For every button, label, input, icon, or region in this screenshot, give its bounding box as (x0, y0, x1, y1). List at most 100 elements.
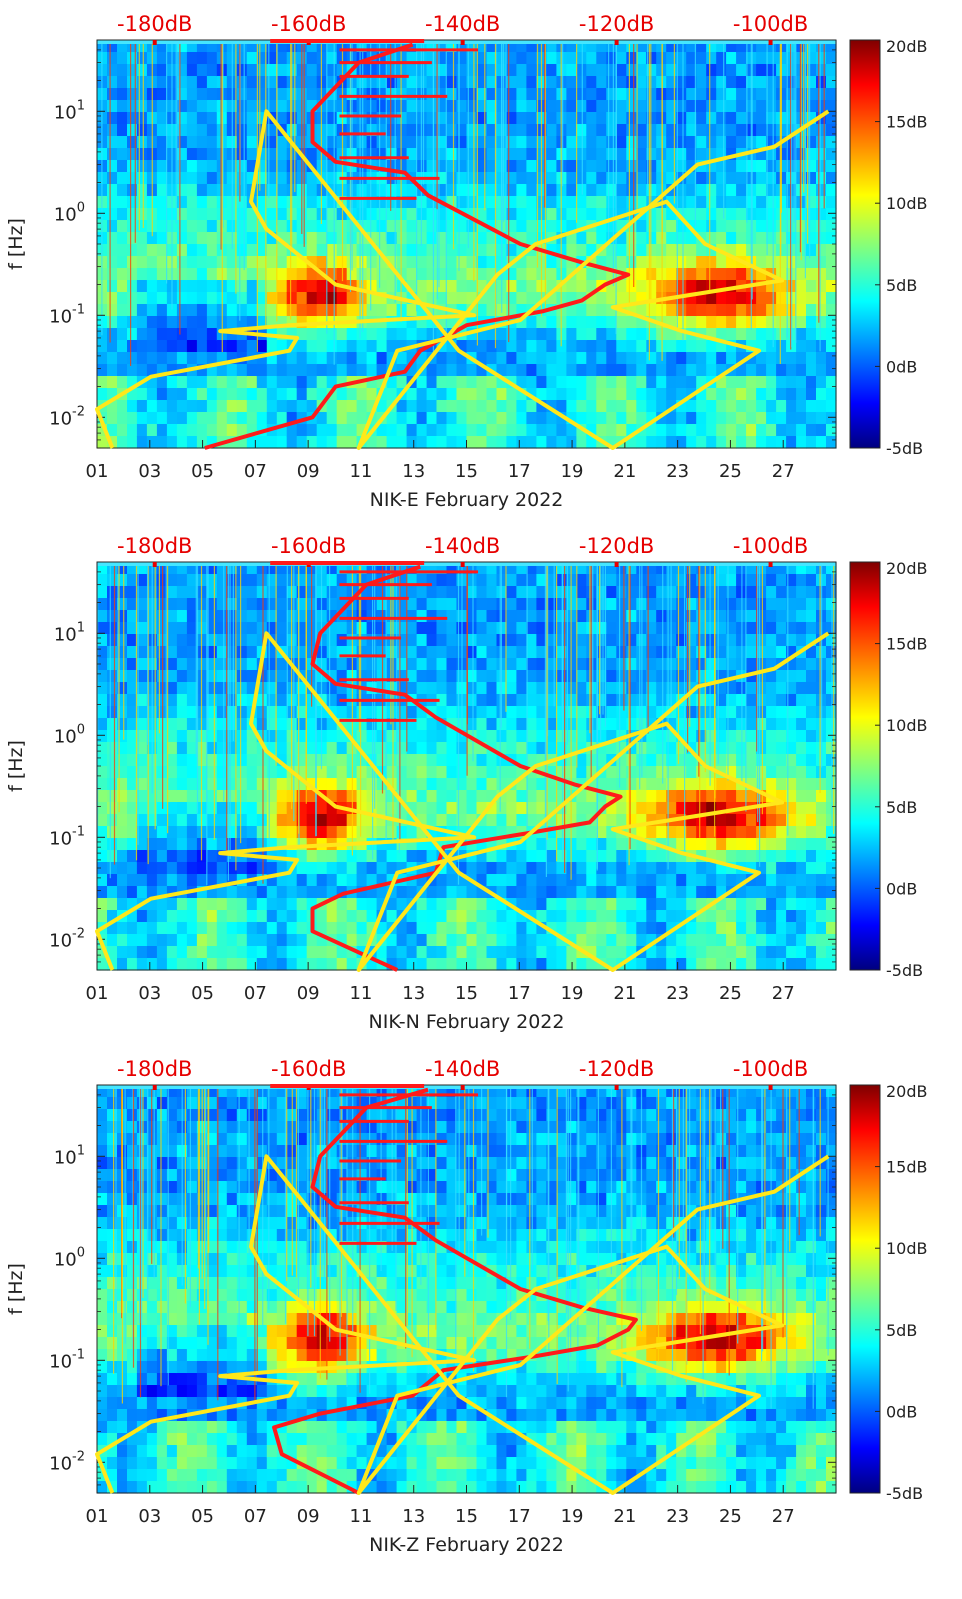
x-tick-label: 17 (508, 1506, 531, 1527)
spectrogram-image (97, 40, 837, 449)
x-tick-label: 07 (244, 461, 267, 482)
x-tick-label: 09 (297, 1506, 320, 1527)
x-axis: 01 03 05 07 09 11 13 15 17 19 21 23 25 27 (86, 1485, 795, 1527)
y-tick-label: 10-1 (49, 1347, 85, 1372)
y-tick-label: 10-2 (49, 404, 85, 429)
y-tick-label: 10-1 (49, 824, 85, 849)
panel-3: 10-2 10-1 100 101 f [Hz] 01 03 05 07 09 11 13 15 17 19… (5, 1057, 928, 1556)
colorbar-tick-label: 15dB (886, 635, 928, 654)
panel-2: 10-2 10-1 100 101 f [Hz] 01 03 05 07 09 11 13 15 17 19… (5, 534, 928, 1033)
top-db-tick-label: -120dB (579, 1057, 654, 1081)
y-tick-label: 10-1 (49, 302, 85, 327)
top-db-tick-label: -120dB (579, 12, 654, 36)
x-tick-label: 25 (719, 1506, 742, 1527)
x-tick-label: 05 (191, 1506, 214, 1527)
top-db-tick-label: -140dB (425, 1057, 500, 1081)
x-tick-label: 01 (86, 461, 109, 482)
x-axis: 01 03 05 07 09 11 13 15 17 19 21 23 25 27 (86, 962, 795, 1004)
top-db-tick-label: -160dB (271, 534, 346, 558)
x-tick-label: 25 (719, 983, 742, 1004)
colorbar-tick-label: 20dB (886, 37, 928, 56)
x-axis-label: NIK-E February 2022 (370, 489, 564, 511)
noise-psd-curve (310, 564, 623, 972)
colorbar: 20dB 15dB 10dB 5dB 0dB -5dB (849, 559, 928, 980)
noise-psd-curve (272, 1087, 638, 1495)
colorbar-tick-label: 0dB (886, 1402, 917, 1421)
x-tick-label: 17 (508, 983, 531, 1004)
x-tick-label: 19 (561, 461, 584, 482)
colorbar-tick-label: -5dB (886, 1484, 923, 1503)
x-tick-label: 01 (86, 983, 109, 1004)
colorbar-tick-label: 5dB (886, 276, 917, 295)
top-db-axis: -180dB -160dB -140dB -120dB -100dB (117, 1057, 808, 1090)
colorbar-tick-label: 10dB (886, 716, 928, 735)
x-tick-label: 11 (349, 461, 372, 482)
colorbar-tick-label: 15dB (886, 1158, 928, 1177)
x-tick-label: 25 (719, 461, 742, 482)
x-tick-label: 03 (138, 1506, 161, 1527)
y-tick-label: 10-2 (49, 1449, 85, 1474)
x-tick-label: 03 (138, 461, 161, 482)
top-db-tick-label: -140dB (425, 12, 500, 36)
x-tick-label: 21 (613, 1506, 636, 1527)
colorbar-tick-label: 0dB (886, 357, 917, 376)
x-tick-label: 13 (402, 1506, 425, 1527)
top-db-tick-label: -180dB (117, 1057, 192, 1081)
x-tick-label: 21 (613, 983, 636, 1004)
noise-psd-curve (204, 42, 631, 450)
y-tick-label: 100 (54, 1245, 85, 1270)
x-tick-label: 23 (666, 1506, 689, 1527)
top-db-tick-label: -140dB (425, 534, 500, 558)
x-tick-label: 27 (772, 461, 795, 482)
top-db-tick-label: -180dB (117, 534, 192, 558)
y-tick-label: 101 (54, 620, 85, 645)
top-db-tick-label: -100dB (733, 12, 808, 36)
x-axis-label: NIK-N February 2022 (369, 1011, 565, 1033)
y-axis-label: f [Hz] (5, 740, 27, 792)
x-tick-label: 13 (402, 461, 425, 482)
noise-model-curve (95, 631, 830, 972)
spectrogram-image (97, 562, 837, 971)
x-tick-label: 21 (613, 461, 636, 482)
x-tick-label: 11 (349, 1506, 372, 1527)
x-tick-label: 15 (455, 1506, 478, 1527)
x-axis: 01 03 05 07 09 11 13 15 17 19 21 23 25 27 (86, 440, 795, 482)
y-tick-label: 101 (54, 1143, 85, 1168)
y-tick-label: 10-2 (49, 926, 85, 951)
y-tick-label: 101 (54, 98, 85, 123)
top-db-tick-label: -180dB (117, 12, 192, 36)
noise-psd-spikes (270, 561, 479, 722)
y-axis-label: f [Hz] (5, 1263, 27, 1315)
top-db-tick-label: -100dB (733, 534, 808, 558)
colorbar: 20dB 15dB 10dB 5dB 0dB -5dB (849, 37, 928, 458)
y-axis-label: f [Hz] (5, 218, 27, 270)
noise-psd-spikes (270, 1084, 479, 1245)
x-tick-label: 23 (666, 983, 689, 1004)
x-tick-label: 15 (455, 983, 478, 1004)
colorbar-tick-label: 5dB (886, 1321, 917, 1340)
y-tick-label: 100 (54, 722, 85, 747)
colorbar-tick-label: 0dB (886, 879, 917, 898)
top-db-tick-label: -120dB (579, 534, 654, 558)
colorbar-tick-label: 20dB (886, 559, 928, 578)
x-tick-label: 27 (772, 983, 795, 1004)
colorbar-tick-label: 10dB (886, 194, 928, 213)
top-db-tick-label: -160dB (271, 12, 346, 36)
x-tick-label: 13 (402, 983, 425, 1004)
x-tick-label: 09 (297, 461, 320, 482)
panel-1: 10-2 10-1 100 101 f [Hz] 01 03 05 07 09 11 13 15 17 19… (5, 12, 928, 511)
colorbar-tick-label: 20dB (886, 1082, 928, 1101)
x-tick-label: 03 (138, 983, 161, 1004)
top-db-axis: -180dB -160dB -140dB -120dB -100dB (117, 12, 808, 45)
colorbar-tick-label: 5dB (886, 798, 917, 817)
spectrogram-image (97, 1085, 837, 1494)
colorbar-tick-label: 15dB (886, 113, 928, 132)
x-tick-label: 01 (86, 1506, 109, 1527)
noise-psd-spikes (270, 39, 479, 200)
x-tick-label: 11 (349, 983, 372, 1004)
x-tick-label: 09 (297, 983, 320, 1004)
x-tick-label: 19 (561, 983, 584, 1004)
colorbar: 20dB 15dB 10dB 5dB 0dB -5dB (849, 1082, 928, 1503)
x-tick-label: 19 (561, 1506, 584, 1527)
x-tick-label: 23 (666, 461, 689, 482)
